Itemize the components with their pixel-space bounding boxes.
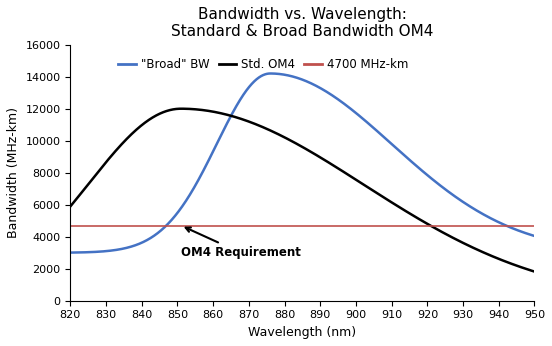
Text: OM4 Requirement: OM4 Requirement xyxy=(181,227,301,260)
X-axis label: Wavelength (nm): Wavelength (nm) xyxy=(248,326,357,339)
Legend: "Broad" BW, Std. OM4, 4700 MHz-km: "Broad" BW, Std. OM4, 4700 MHz-km xyxy=(113,53,413,75)
Title: Bandwidth vs. Wavelength:
Standard & Broad Bandwidth OM4: Bandwidth vs. Wavelength: Standard & Bro… xyxy=(171,7,434,39)
Y-axis label: Bandwidth (MHz-km): Bandwidth (MHz-km) xyxy=(7,107,20,238)
